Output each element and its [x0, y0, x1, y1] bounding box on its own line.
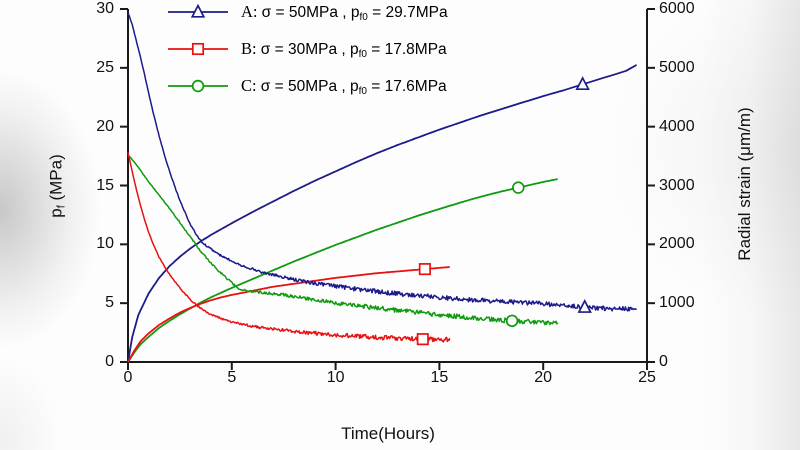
legend-item-c: C: σ = 50MPa , pf0 = 17.6MPa — [168, 75, 448, 97]
legend-label-c: C: σ = 50MPa , pf0 = 17.6MPa — [241, 75, 447, 97]
legend-square-marker — [191, 42, 205, 56]
marker-C-strain — [512, 181, 525, 194]
curve-A-strain — [127, 64, 638, 363]
legend-marker-triangle-icon — [168, 3, 228, 18]
legend-triangle-marker — [190, 3, 206, 18]
marker-C-pressure — [505, 314, 519, 328]
legend-label-b: B: σ = 30MPa , pf0 = 17.8MPa — [241, 38, 447, 60]
legend-marker-square-icon — [168, 42, 228, 56]
marker-A-strain — [575, 76, 590, 91]
legend: A: σ = 50MPa , pf0 = 29.7MPa B: σ = 30MP… — [168, 1, 448, 112]
legend-item-a: A: σ = 50MPa , pf0 = 29.7MPa — [168, 1, 448, 23]
curve-A-pressure — [127, 12, 638, 312]
curve-C-strain — [127, 178, 558, 363]
legend-circle-marker — [191, 79, 205, 93]
legend-item-b: B: σ = 30MPa , pf0 = 17.8MPa — [168, 38, 448, 60]
legend-label-a: A: σ = 50MPa , pf0 = 29.7MPa — [241, 1, 448, 23]
curve-B-strain — [127, 266, 450, 363]
curve-C-pressure — [127, 154, 559, 326]
marker-A-pressure — [577, 299, 592, 313]
legend-marker-circle-icon — [168, 79, 228, 93]
marker-B-pressure — [416, 333, 429, 346]
marker-B-strain — [418, 263, 431, 276]
curve-B-pressure — [127, 152, 451, 343]
